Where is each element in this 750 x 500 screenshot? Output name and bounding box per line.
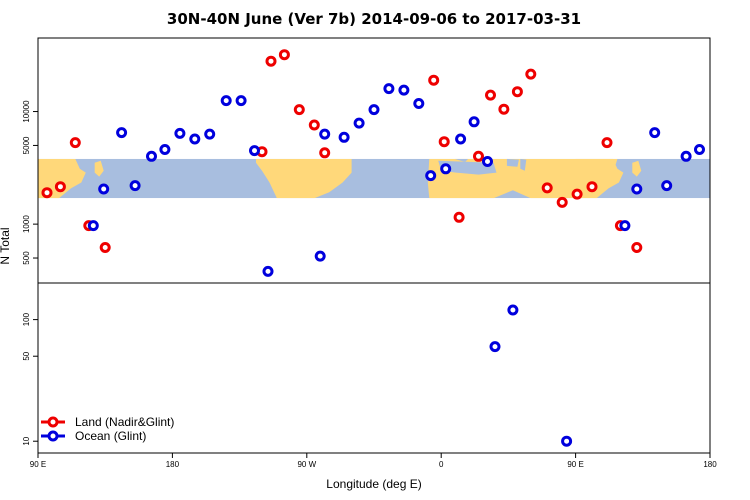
y-tick-label: 5000 <box>22 136 31 154</box>
x-axis: 90 E 180 90 W 0 90 E 180 <box>30 453 717 469</box>
ocean-data-point <box>235 95 247 107</box>
legend-item-land: Land (Nadir&Glint) <box>41 415 174 429</box>
land-data-point <box>525 68 537 80</box>
ocean-data-point <box>220 95 232 107</box>
map-sea-shape <box>454 158 469 162</box>
land-data-point <box>541 182 553 194</box>
map-land-shape <box>632 160 642 177</box>
ocean-data-point <box>489 341 501 353</box>
plot-frame-lower <box>37 282 711 454</box>
land-data-point <box>511 86 523 98</box>
y-axis-upper: 500 1000 5000 10000 <box>22 100 38 265</box>
legend-label-land: Land (Nadir&Glint) <box>75 415 174 429</box>
points-upper-panel <box>41 49 705 277</box>
chart-title: 30N-40N June (Ver 7b) 2014-09-06 to 2017… <box>167 10 581 28</box>
ocean-data-point <box>116 127 128 139</box>
ocean-data-point <box>338 131 350 143</box>
map-land-shapes <box>38 158 642 199</box>
land-data-point <box>453 211 465 223</box>
land-data-point <box>571 188 583 200</box>
ocean-data-point <box>383 83 395 95</box>
x-tick-label: 90 W <box>297 460 316 469</box>
y-tick-label: 10 <box>22 436 31 445</box>
y-tick-label: 10000 <box>22 100 31 123</box>
y-tick-label: 500 <box>22 251 31 265</box>
x-tick-label: 90 E <box>30 460 46 469</box>
ocean-data-point <box>561 435 573 447</box>
land-data-point <box>41 187 53 199</box>
map-sea-shape <box>438 160 497 175</box>
ocean-data-point <box>468 116 480 128</box>
y-tick-label: 1000 <box>22 215 31 233</box>
land-data-point <box>69 137 81 149</box>
map-land-shape <box>94 160 104 177</box>
map-sea-shape <box>520 158 527 171</box>
ocean-data-point <box>87 220 99 232</box>
ocean-data-point <box>319 128 331 140</box>
ocean-data-point <box>204 128 216 140</box>
ocean-data-point <box>189 133 201 145</box>
legend-item-ocean: Ocean (Glint) <box>41 429 146 443</box>
land-data-point <box>319 147 331 159</box>
y-axis-label: N Total <box>0 227 12 264</box>
ocean-data-point <box>680 150 692 162</box>
land-data-point <box>473 150 484 162</box>
points-lower-panel <box>489 304 573 447</box>
map-land-shape <box>256 158 352 199</box>
legend-label-ocean: Ocean (Glint) <box>75 429 146 443</box>
ocean-data-point <box>98 183 110 195</box>
y-axis-lower: 10 50 100 <box>22 312 38 446</box>
ocean-data-point <box>694 144 705 155</box>
map-sea-shape <box>506 158 519 167</box>
ocean-data-point <box>455 133 467 145</box>
world-map-band <box>38 158 710 199</box>
ocean-data-point <box>425 170 437 182</box>
y-tick-label: 50 <box>22 351 31 360</box>
land-data-point <box>498 103 510 115</box>
land-data-point <box>438 136 450 148</box>
ocean-data-point <box>129 180 141 192</box>
x-tick-label: 180 <box>166 460 180 469</box>
x-tick-label: 0 <box>439 460 444 469</box>
ocean-data-point <box>507 304 519 316</box>
ocean-data-point <box>482 156 493 167</box>
x-tick-label: 90 E <box>567 460 583 469</box>
ocean-data-point <box>413 98 425 109</box>
ocean-data-point <box>619 220 631 232</box>
ocean-data-point <box>314 250 326 262</box>
land-data-point <box>293 104 305 116</box>
land-data-point <box>485 89 496 101</box>
land-data-point <box>631 242 643 253</box>
ocean-data-point <box>398 84 410 96</box>
ocean-data-point <box>159 144 171 155</box>
ocean-data-point <box>631 183 643 195</box>
legend-marker-ocean <box>47 430 59 442</box>
land-data-point <box>99 242 111 253</box>
ocean-data-point <box>368 104 380 116</box>
x-tick-label: 180 <box>703 460 717 469</box>
x-axis-label: Longitude (deg E) <box>326 477 421 491</box>
ocean-data-point <box>649 127 661 139</box>
land-data-point <box>265 55 277 67</box>
land-data-point <box>556 196 568 208</box>
ocean-data-point <box>440 163 452 175</box>
legend-marker-land <box>47 416 59 428</box>
legend: Land (Nadir&Glint) Ocean (Glint) <box>41 415 174 443</box>
ocean-data-point <box>249 145 260 157</box>
y-tick-label: 100 <box>22 312 31 326</box>
ocean-data-point <box>262 265 274 277</box>
land-data-point <box>428 74 440 86</box>
land-data-point <box>54 181 66 193</box>
land-data-point <box>278 49 290 61</box>
ocean-data-point <box>353 117 365 129</box>
land-data-point <box>308 119 320 131</box>
ocean-data-point <box>174 127 186 139</box>
ocean-data-point <box>146 150 157 162</box>
land-data-point <box>586 181 598 193</box>
ocean-data-point <box>661 180 673 192</box>
land-data-point <box>601 137 613 149</box>
